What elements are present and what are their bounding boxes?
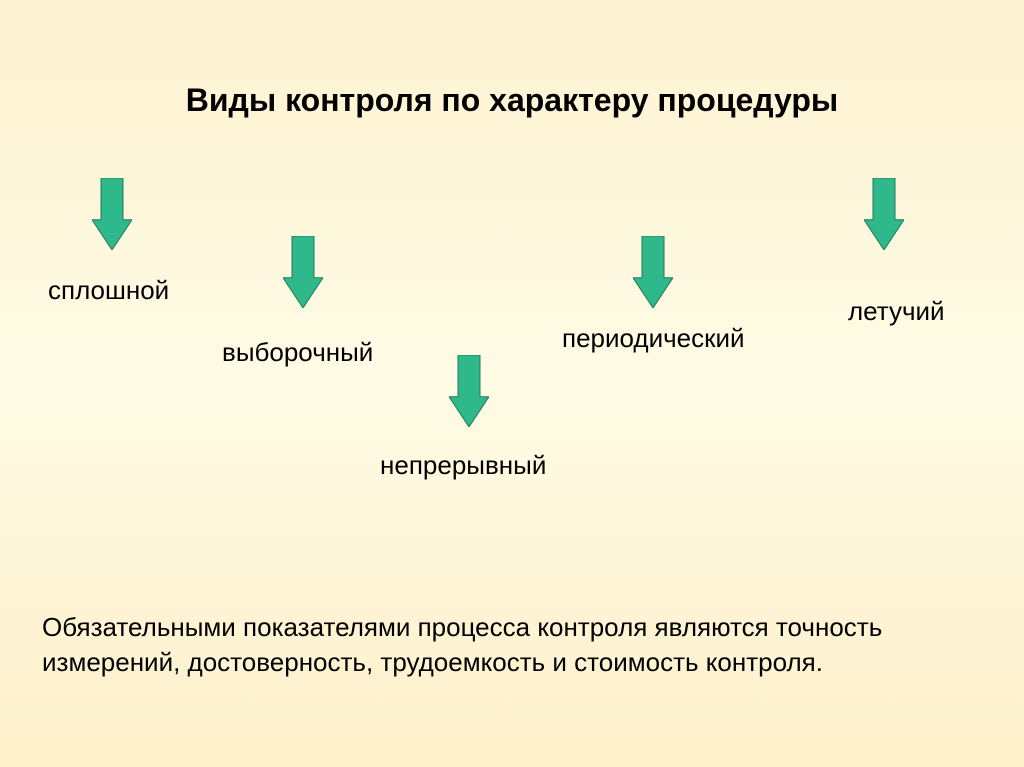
category-label: периодический [562, 323, 745, 354]
arrow-down-icon [864, 178, 904, 250]
category-label: летучий [848, 296, 945, 327]
category-label: непрерывный [380, 450, 546, 481]
slide-title: Виды контроля по характеру процедуры [0, 82, 1024, 119]
category-label: сплошной [48, 275, 169, 306]
bottom-paragraph: Обязательными показателями процесса конт… [42, 610, 982, 680]
category-label: выборочный [222, 337, 373, 368]
arrow-down-icon [92, 178, 132, 250]
slide: Виды контроля по характеру процедуры спл… [0, 0, 1024, 767]
arrow-down-icon [283, 236, 323, 308]
arrow-down-icon [449, 355, 489, 427]
arrow-down-icon [633, 236, 673, 308]
